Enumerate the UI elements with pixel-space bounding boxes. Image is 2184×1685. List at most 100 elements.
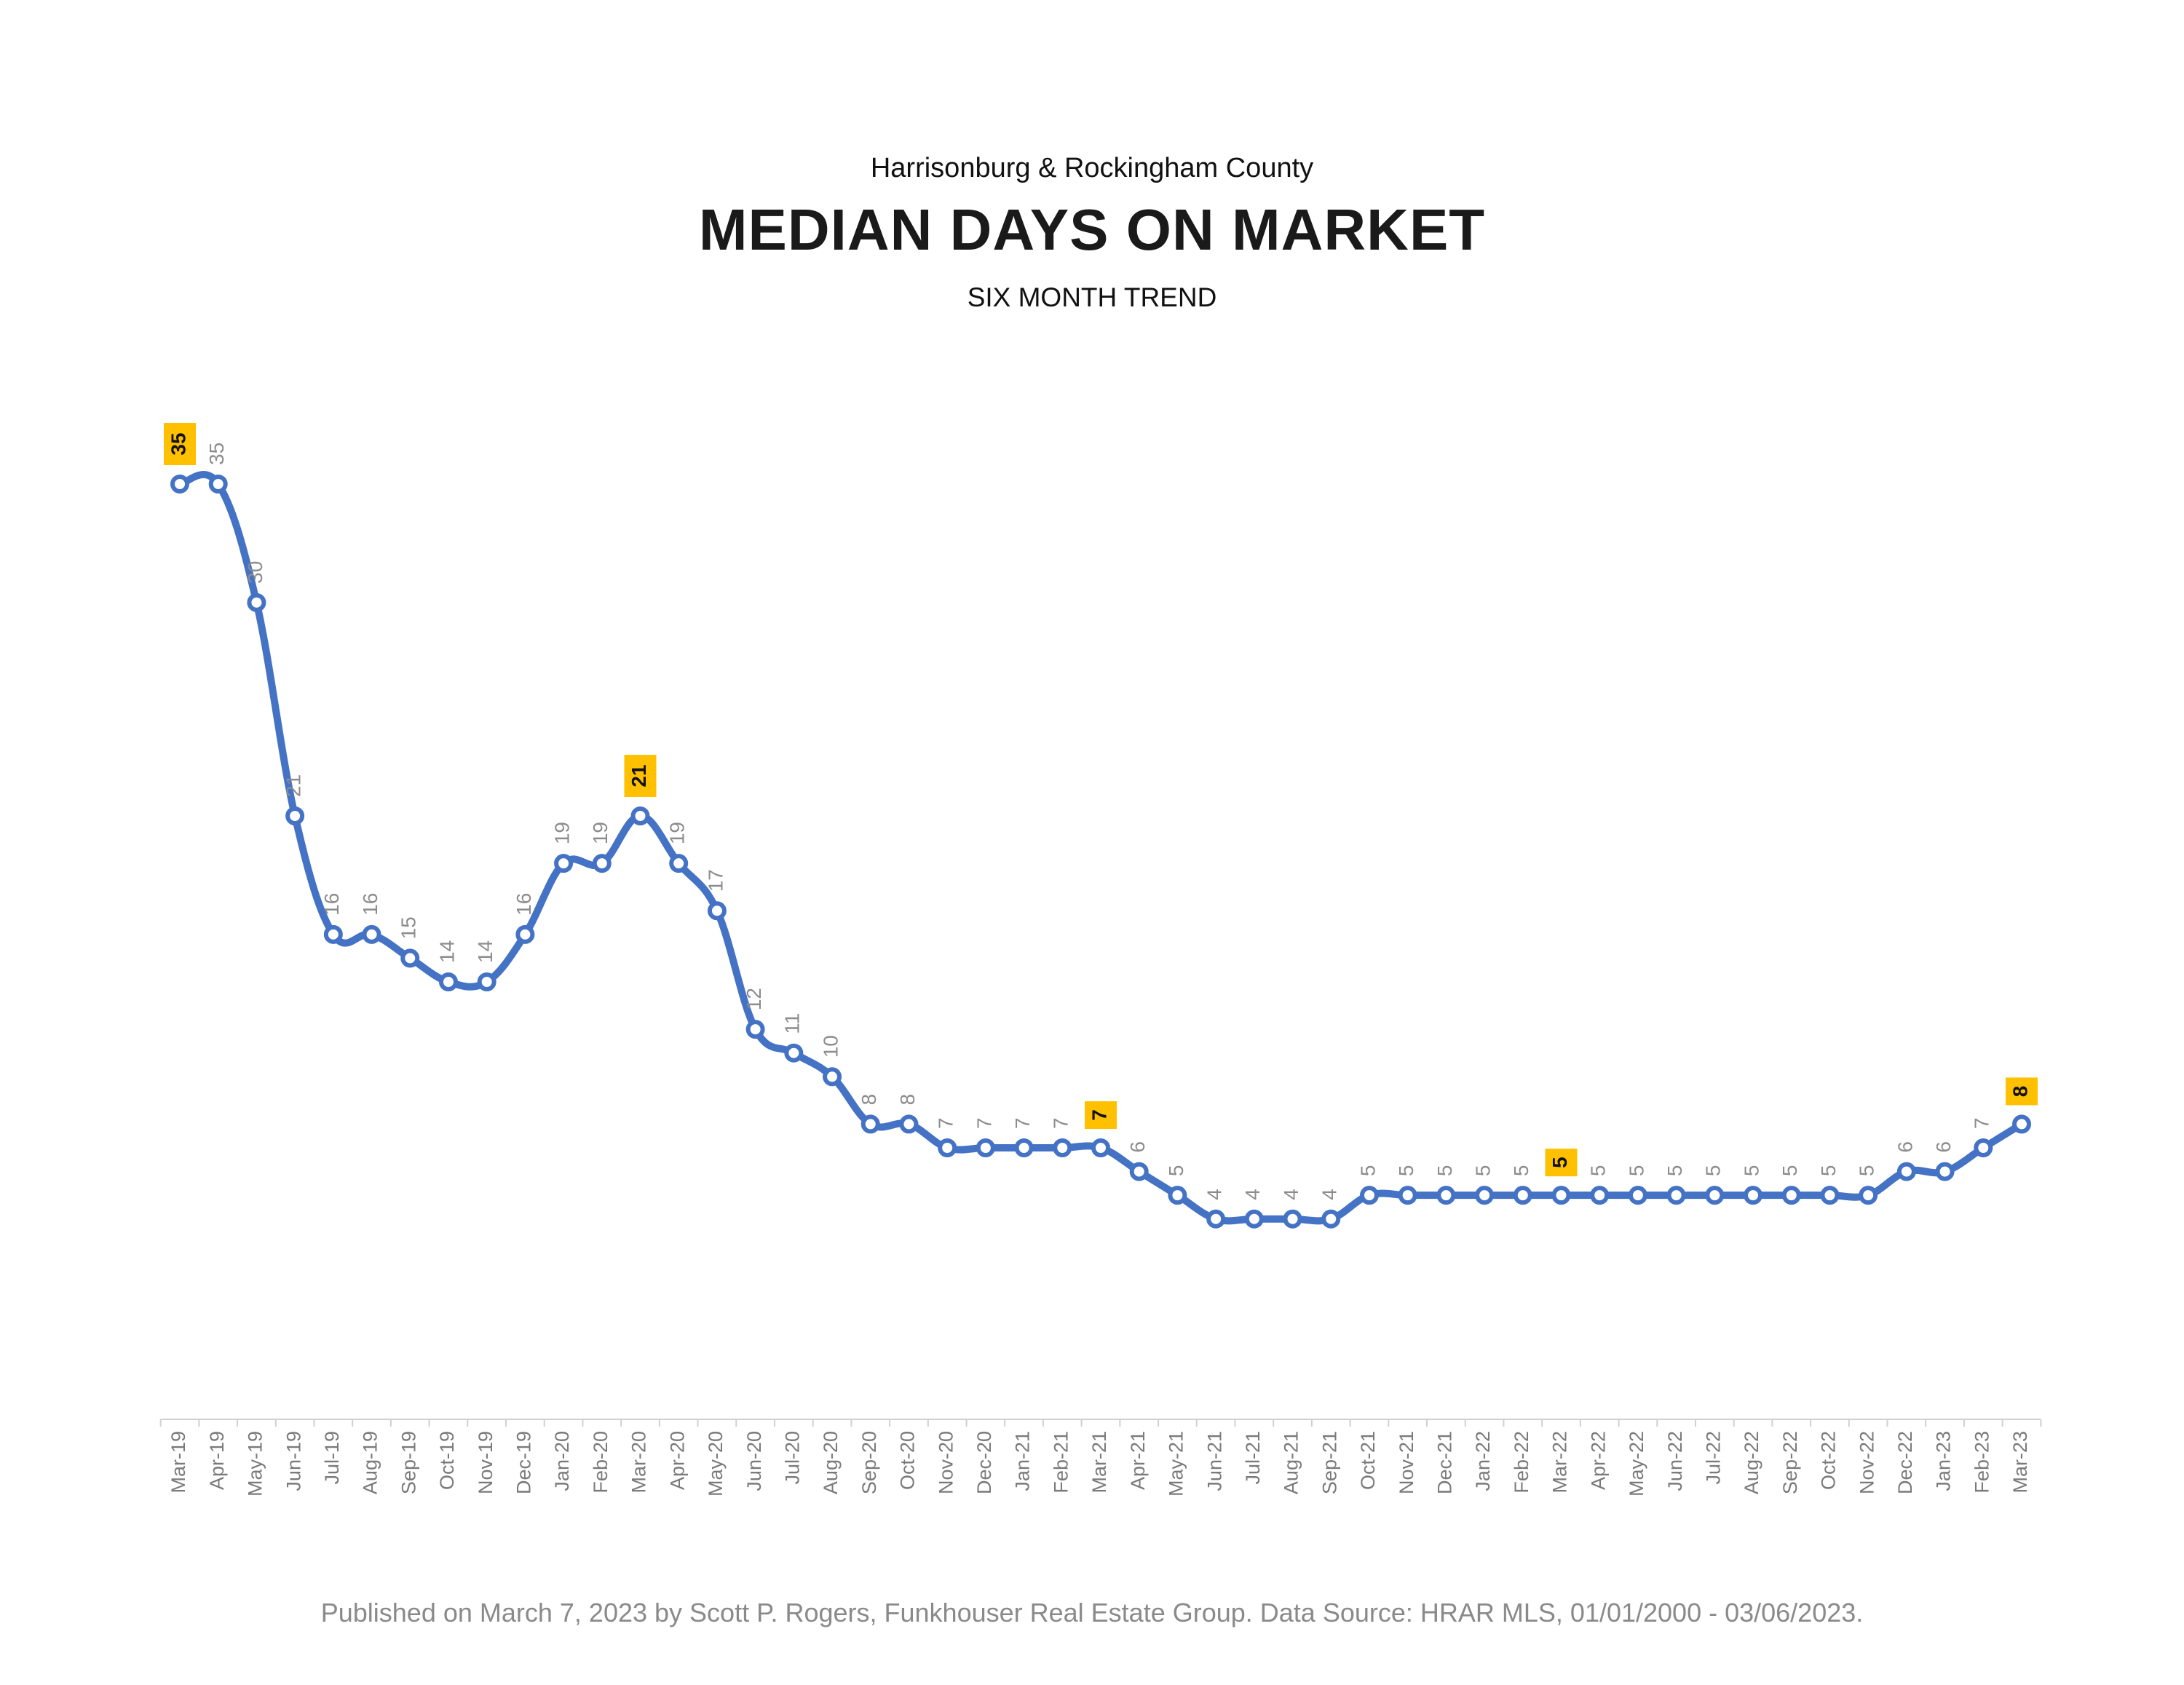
x-tick-label: Jun-21 <box>1203 1431 1225 1491</box>
data-point <box>669 854 689 873</box>
data-point <box>1436 1186 1456 1205</box>
x-tick-label: Jan-21 <box>1012 1431 1034 1491</box>
data-label: 7 <box>935 1117 957 1129</box>
data-label: 5 <box>1740 1165 1762 1177</box>
x-tick-label: Nov-20 <box>935 1431 957 1494</box>
data-point <box>860 1114 880 1134</box>
x-tick-label: May-21 <box>1166 1431 1187 1496</box>
data-label: 5 <box>1817 1165 1840 1177</box>
data-point <box>1551 1186 1571 1205</box>
data-label: 5 <box>1395 1165 1417 1177</box>
data-point <box>1398 1186 1417 1205</box>
data-label-highlight: 8 <box>2009 1086 2031 1098</box>
data-label: 19 <box>666 822 689 844</box>
x-tick-label: Feb-20 <box>590 1431 612 1494</box>
data-point <box>554 854 574 873</box>
data-label: 7 <box>1011 1117 1034 1129</box>
x-tick-label: May-19 <box>245 1431 266 1496</box>
data-label: 6 <box>1126 1141 1149 1153</box>
data-label: 4 <box>1241 1189 1264 1200</box>
x-tick-label: May-20 <box>705 1431 727 1496</box>
x-tick-label: Jan-22 <box>1472 1431 1494 1491</box>
data-point <box>2012 1114 2031 1134</box>
data-label-highlight: 7 <box>1088 1109 1110 1121</box>
x-tick-label: Aug-20 <box>820 1431 842 1494</box>
x-tick-label: Jul-20 <box>781 1431 803 1485</box>
data-point <box>745 1020 765 1039</box>
x-tick-label: Apr-22 <box>1587 1431 1609 1490</box>
x-tick-label: Mar-22 <box>1549 1431 1571 1494</box>
data-point <box>1744 1186 1763 1205</box>
data-label: 30 <box>244 561 266 584</box>
x-tick-label: Mar-21 <box>1088 1431 1110 1494</box>
data-label: 4 <box>1203 1189 1226 1200</box>
x-tick-label: Jun-22 <box>1664 1431 1686 1491</box>
data-point <box>1820 1186 1840 1205</box>
data-point <box>899 1114 919 1134</box>
x-tick-label: Oct-19 <box>436 1431 458 1490</box>
x-tick-label: Jan-23 <box>1933 1431 1955 1491</box>
data-label: 10 <box>819 1035 842 1058</box>
data-point <box>1129 1162 1149 1181</box>
x-tick-label: Sep-19 <box>397 1431 419 1494</box>
highlight-label-box <box>164 423 196 465</box>
x-tick-label: Oct-22 <box>1818 1431 1840 1490</box>
data-point <box>1091 1138 1110 1157</box>
x-tick-label: Mar-19 <box>167 1431 189 1494</box>
x-tick-label: Jul-22 <box>1702 1431 1724 1485</box>
data-point <box>1781 1186 1801 1205</box>
data-point <box>1896 1162 1916 1181</box>
x-tick-label: Jul-19 <box>321 1431 343 1485</box>
chart-subtitle: SIX MONTH TREND <box>967 282 1217 312</box>
data-label: 5 <box>1779 1165 1801 1177</box>
data-label: 7 <box>1971 1117 1993 1129</box>
data-label: 35 <box>205 443 228 465</box>
data-label: 6 <box>1894 1141 1916 1153</box>
data-point <box>400 948 420 968</box>
data-point <box>438 972 458 991</box>
x-tick-label: Aug-19 <box>360 1431 381 1494</box>
x-tick-label: Aug-21 <box>1281 1431 1302 1494</box>
data-label: 8 <box>858 1094 880 1106</box>
data-label: 5 <box>1625 1165 1647 1177</box>
data-point <box>1053 1138 1072 1157</box>
x-tick-label: Mar-23 <box>2009 1431 2031 1494</box>
highlight-label-box <box>1545 1149 1578 1177</box>
x-tick-label: Nov-19 <box>475 1431 496 1494</box>
x-tick-label: Jun-20 <box>743 1431 765 1491</box>
x-tick-label: Dec-22 <box>1894 1431 1916 1494</box>
data-point <box>938 1138 957 1157</box>
data-point <box>823 1067 842 1087</box>
data-label: 5 <box>1856 1165 1878 1177</box>
data-point <box>1321 1209 1341 1229</box>
data-label: 21 <box>282 774 305 797</box>
data-point <box>1666 1186 1686 1205</box>
data-label: 5 <box>1165 1165 1187 1177</box>
data-point <box>323 924 343 944</box>
x-tick-label: Jan-20 <box>551 1431 573 1491</box>
x-tick-label: Sep-20 <box>858 1431 880 1494</box>
data-label: 14 <box>435 940 458 963</box>
data-label: 19 <box>589 822 612 844</box>
data-label: 11 <box>781 1013 804 1034</box>
data-label: 4 <box>1280 1189 1302 1200</box>
data-label-highlight: 5 <box>1548 1157 1571 1168</box>
x-tick-label: Feb-22 <box>1511 1431 1532 1494</box>
data-point <box>515 924 535 944</box>
highlight-label-box <box>624 755 657 797</box>
highlight-label-box <box>1085 1101 1117 1129</box>
data-label: 15 <box>397 916 420 939</box>
data-label-highlight: 21 <box>628 764 650 787</box>
x-tick-label: Nov-21 <box>1396 1431 1417 1494</box>
x-tick-label: Jul-21 <box>1242 1431 1264 1485</box>
x-tick-label: Feb-23 <box>1971 1431 1993 1494</box>
data-label: 7 <box>973 1117 995 1129</box>
data-markers <box>170 475 2031 1229</box>
x-axis-labels: Mar-19 Apr-19 May-19 Jun-19 Jul-19 Aug-19 Sep-… <box>167 1431 2031 1496</box>
data-point <box>784 1043 804 1063</box>
data-point <box>1935 1162 1955 1181</box>
data-point <box>592 854 612 873</box>
data-label-highlight: 35 <box>167 432 189 455</box>
data-label: 5 <box>1433 1165 1456 1177</box>
